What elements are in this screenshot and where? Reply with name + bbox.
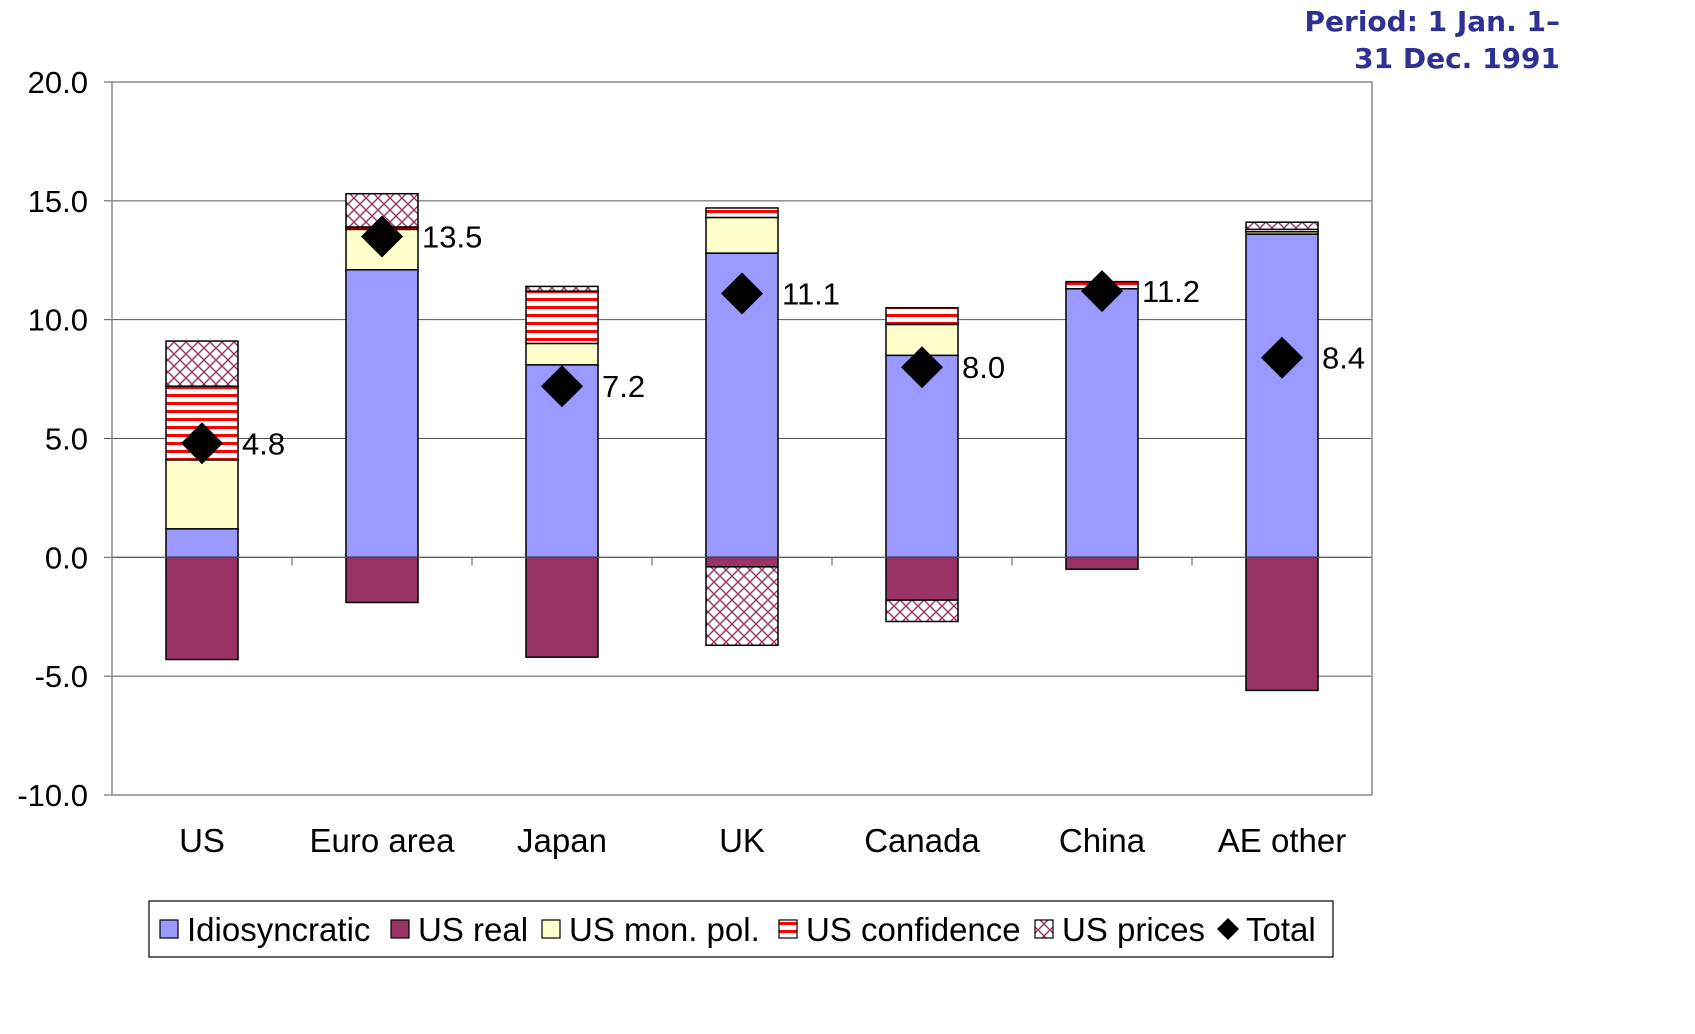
total-marker — [1081, 270, 1123, 313]
bar-segment-us-prices — [1245, 221, 1319, 231]
legend-label: Total — [1246, 911, 1316, 948]
legend-label: US mon. pol. — [569, 911, 760, 948]
y-tick-label: 15.0 — [28, 184, 88, 219]
period-note: Period: 1 Jan. 1– 31 Dec. 1991 — [1304, 5, 1561, 75]
x-category-label: Euro area — [310, 822, 456, 859]
bar-segment-idiosyncratic — [1245, 233, 1319, 559]
bar-segment-us-real — [525, 556, 599, 658]
total-data-label: 7.2 — [602, 369, 645, 404]
x-category-label: China — [1059, 822, 1146, 859]
legend-label: US prices — [1062, 911, 1205, 948]
legend-swatch — [778, 919, 798, 939]
total-marker — [901, 346, 943, 389]
x-category-label: Japan — [517, 822, 607, 859]
bar-segment-us-real — [885, 556, 959, 601]
bar-segment-us-confidence — [525, 290, 599, 345]
bar-segment-idiosyncratic — [1065, 288, 1139, 559]
total-marker — [181, 422, 223, 465]
bar-segment-us-confidence — [705, 207, 779, 219]
legend-diamond-icon — [1217, 918, 1239, 940]
legend-label: Idiosyncratic — [187, 911, 370, 948]
total-data-label: 8.0 — [962, 350, 1005, 385]
bar-segment-us-real — [1245, 556, 1319, 692]
bar-segment-us-real — [705, 556, 779, 568]
bar-segment-us-prices — [705, 566, 779, 647]
legend-swatch — [159, 919, 179, 939]
legend-label: US real — [418, 911, 528, 948]
total-data-label: 13.5 — [422, 219, 482, 254]
bar-segment-us-real — [165, 556, 239, 661]
legend-swatch — [541, 919, 561, 939]
total-data-label: 11.1 — [782, 277, 840, 312]
bar-segment-idiosyncratic — [165, 528, 239, 559]
x-category-label: Canada — [864, 822, 980, 859]
y-tick-label: 10.0 — [28, 303, 88, 338]
bar-segment-us-prices — [165, 340, 239, 387]
total-marker — [1261, 336, 1303, 379]
y-tick-label: -10.0 — [17, 778, 88, 813]
total-marker — [541, 365, 583, 408]
x-category-label: AE other — [1218, 822, 1346, 859]
bar-segment-us-prices — [525, 285, 599, 292]
y-tick-label: 0.0 — [45, 540, 88, 575]
x-category-label: UK — [719, 822, 765, 859]
bar-segment-us-real — [1065, 556, 1139, 570]
bar-segment-us-mon-pol — [525, 342, 599, 366]
y-tick-label: -5.0 — [35, 659, 88, 694]
plot-frame — [111, 81, 1373, 796]
legend-swatch — [390, 919, 410, 939]
y-tick-label: 20.0 — [28, 65, 88, 100]
legend-label: US confidence — [806, 911, 1021, 948]
legend-box — [148, 900, 1334, 958]
bar-segment-us-mon-pol — [705, 216, 779, 254]
total-data-label: 8.4 — [1322, 341, 1365, 376]
y-tick-label: 5.0 — [45, 422, 88, 457]
total-data-label: 4.8 — [242, 426, 285, 461]
bar-segment-us-mon-pol — [165, 459, 239, 530]
x-category-label: US — [179, 822, 225, 859]
bar-segment-idiosyncratic — [345, 269, 419, 559]
bar-segment-us-real — [345, 556, 419, 604]
total-marker — [721, 272, 763, 315]
total-data-label: 11.2 — [1142, 274, 1200, 309]
bar-segment-idiosyncratic — [885, 354, 959, 559]
total-marker — [361, 215, 403, 258]
bar-segment-us-confidence — [885, 307, 959, 326]
bar-segment-us-prices — [885, 599, 959, 623]
legend-swatch — [1034, 919, 1054, 939]
